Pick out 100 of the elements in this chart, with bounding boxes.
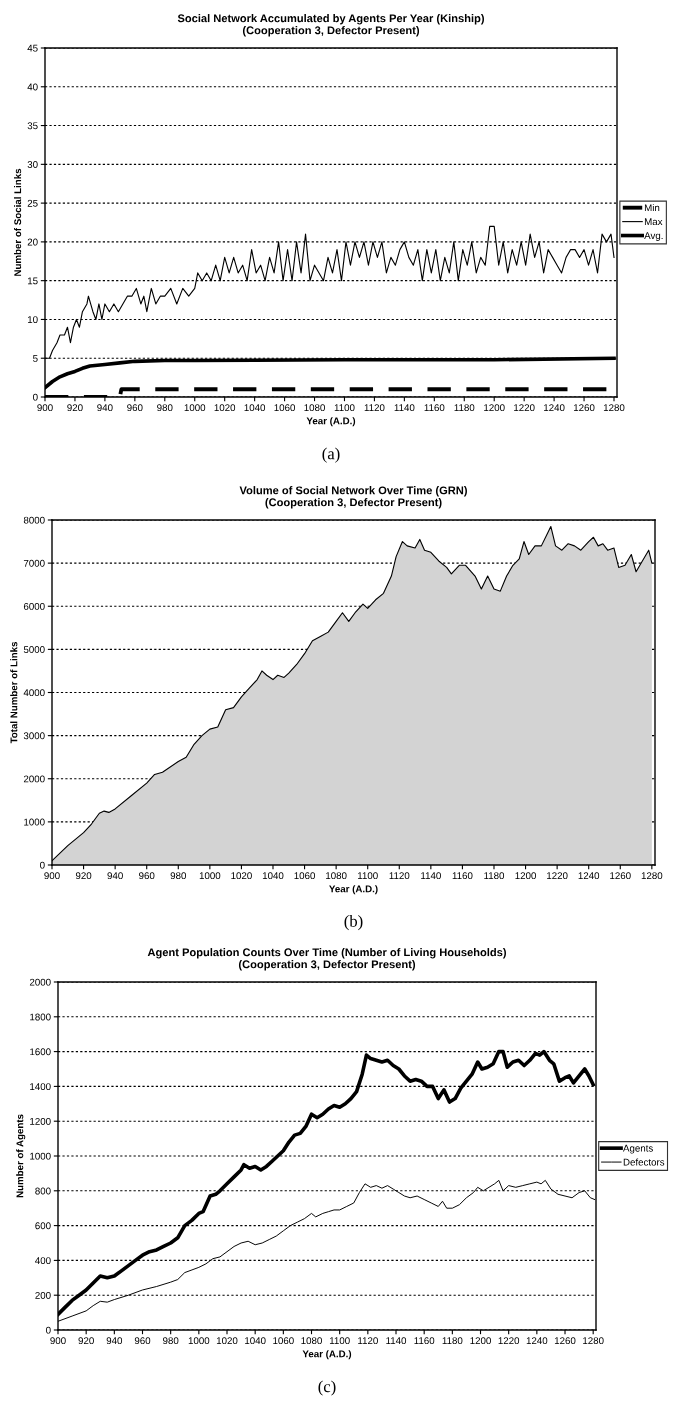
legend-label: Min [644,204,660,212]
chart-title: Volume of Social Network Over Time (GRN) [239,486,467,497]
y-tick-label: 0 [46,1326,51,1334]
x-tick-label: 1060 [273,1337,294,1345]
y-tick-label: 1200 [30,1117,51,1125]
y-tick-label: 5 [33,355,38,362]
y-tick-label: 800 [35,1187,51,1195]
x-tick-label: 1000 [199,872,221,880]
x-tick-label: 1260 [573,404,595,412]
x-tick-label: 900 [37,404,53,412]
x-tick-label: 1100 [334,404,355,412]
y-tick-label: 0 [40,861,45,869]
x-tick-label: 1000 [184,404,206,412]
y-tick-label: 40 [27,83,38,91]
x-tick-label: 900 [50,1337,66,1345]
y-tick-label: 400 [35,1257,51,1265]
chart-title: Agent Population Counts Over Time (Number of Living Households) [147,948,506,959]
y-tick-label: 1600 [30,1048,51,1056]
x-tick-label: 980 [157,404,173,412]
y-tick-label: 5000 [23,646,45,653]
x-tick-label: 1080 [326,872,347,880]
x-tick-label: 900 [44,872,60,880]
x-tick-label: 1240 [526,1337,548,1345]
x-tick-label: 1080 [301,1337,322,1345]
x-tick-label: 1080 [304,404,325,412]
x-tick-label: 1040 [244,404,266,412]
legend-label: Avg. [644,232,663,241]
y-tick-label: 1400 [30,1083,51,1091]
x-tick-label: 1180 [454,404,475,412]
y-axis-title: Total Number of Links [10,641,18,744]
y-tick-label: 20 [27,238,38,246]
x-tick-label: 1040 [245,1337,266,1345]
x-tick-label: 1100 [357,872,378,880]
x-tick-label: 1100 [329,1337,350,1345]
x-tick-label: 960 [127,404,143,412]
y-tick-label: 1800 [30,1013,51,1021]
x-tick-label: 960 [139,872,155,880]
x-tick-label: 1160 [452,872,473,880]
x-tick-label: 1160 [414,1337,435,1345]
text: (a) [322,447,340,463]
chart-subtitle: (Cooperation 3, Defector Present) [242,26,420,37]
x-axis-title: Year (A.D.) [306,417,356,427]
x-tick-label: 1260 [554,1337,576,1345]
y-tick-label: 6000 [23,602,45,610]
x-tick-label: 1020 [214,404,236,412]
x-tick-label: 1220 [498,1337,520,1345]
x-tick-label: 1060 [274,404,296,412]
x-tick-label: 1160 [424,404,445,412]
y-tick-label: 3000 [23,732,45,740]
text: (c) [318,1380,336,1396]
x-tick-label: 1200 [484,404,505,412]
x-tick-label: 1140 [386,1337,407,1345]
y-axis-title: Number of Agents [16,1114,26,1198]
x-axis-title: Year (A.D.) [302,1350,352,1360]
x-tick-label: 1140 [421,872,441,880]
x-tick-label: 1000 [188,1337,210,1345]
y-tick-label: 7000 [23,559,45,567]
x-tick-label: 1280 [603,404,625,412]
x-tick-label: 1140 [394,404,415,412]
y-tick-label: 30 [27,161,38,168]
y-tick-label: 35 [27,122,38,130]
x-tick-label: 1240 [544,404,565,412]
y-tick-label: 2000 [29,978,51,986]
legend-label: Agents [623,1144,653,1154]
x-tick-label: 1260 [610,872,631,880]
x-tick-label: 920 [78,1337,94,1345]
x-tick-label: 1220 [547,872,568,880]
x-tick-label: 1060 [294,872,315,880]
x-tick-label: 960 [134,1337,151,1345]
x-tick-label: 980 [163,1337,179,1345]
chart-subtitle: (Cooperation 3, Defector Present) [238,960,416,971]
y-tick-label: 10 [27,316,38,324]
y-tick-label: 1000 [30,1152,51,1160]
x-tick-label: 1180 [442,1337,463,1345]
y-tick-label: 0 [33,393,38,401]
x-tick-label: 920 [67,404,83,412]
x-tick-label: 980 [170,872,187,880]
x-axis-title: Year (A.D.) [329,885,378,895]
x-tick-label: 1120 [358,1337,378,1345]
y-tick-label: 200 [35,1291,51,1299]
x-tick-label: 1120 [364,404,385,412]
x-tick-label: 1180 [484,872,505,880]
x-tick-label: 920 [75,872,92,880]
x-tick-label: 1020 [216,1337,238,1345]
y-tick-label: 8000 [23,516,45,524]
y-tick-label: 4000 [23,689,45,697]
chart-title: Social Network Accumulated by Agents Per Year (Kinship) [177,14,484,25]
y-tick-label: 25 [27,199,38,207]
x-tick-label: 940 [97,404,113,412]
x-tick-label: 1280 [583,1337,604,1345]
x-tick-label: 1200 [470,1337,491,1345]
y-tick-label: 600 [35,1222,51,1230]
text: (b) [344,915,363,931]
y-tick-label: 1000 [24,818,45,826]
legend-label: Max [644,218,663,226]
x-tick-label: 1200 [515,872,536,880]
y-axis-title: Number of Social Links [14,168,22,276]
legend-label: Defectors [623,1158,665,1166]
chart-subtitle: (Cooperation 3, Defector Present) [265,498,442,509]
x-tick-label: 1280 [641,872,663,880]
